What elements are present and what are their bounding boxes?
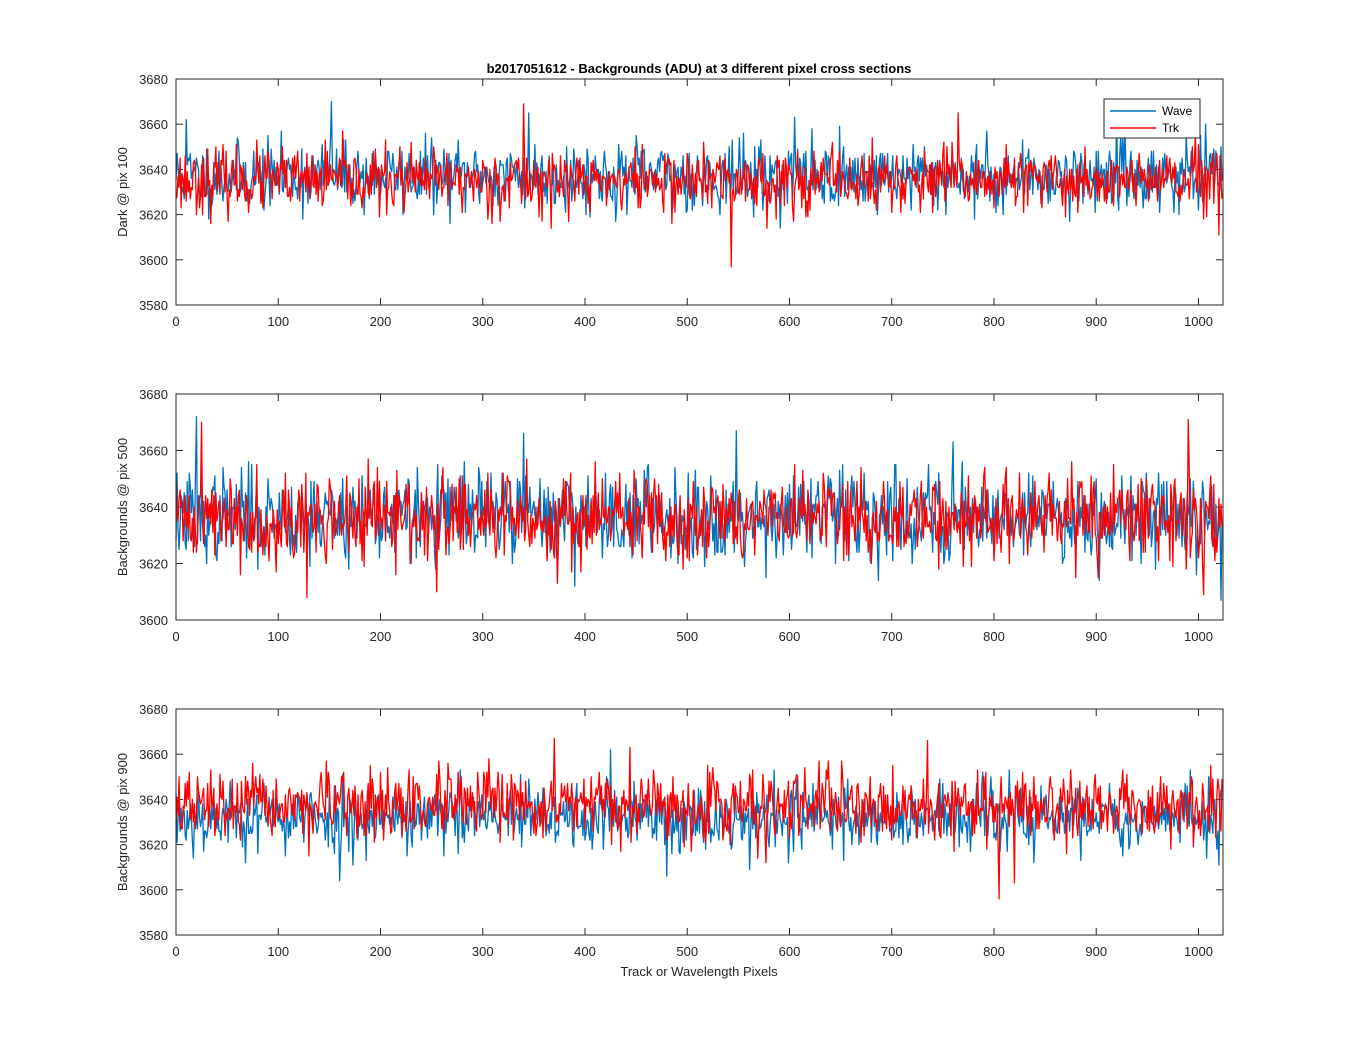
- x-tick-label: 800: [983, 944, 1005, 959]
- series-group: [175, 415, 1223, 601]
- x-tick-label: 0: [172, 314, 179, 329]
- x-tick-label: 0: [172, 629, 179, 644]
- y-tick-label: 3580: [139, 928, 168, 943]
- x-tick-label: 400: [574, 314, 596, 329]
- x-tick-label: 900: [1085, 314, 1107, 329]
- x-tick-label: 600: [779, 629, 801, 644]
- x-tick-label: 300: [472, 629, 494, 644]
- series-line-trk: [175, 737, 1223, 900]
- x-tick-label: 200: [370, 314, 392, 329]
- y-tick-label: 3660: [139, 117, 168, 132]
- x-tick-label: 500: [676, 629, 698, 644]
- y-axis-label: Backgrounds @ pix 900: [115, 753, 130, 891]
- x-tick-label: 700: [881, 944, 903, 959]
- x-tick-label: 700: [881, 314, 903, 329]
- x-tick-label: 1000: [1184, 629, 1213, 644]
- x-tick-label: 100: [267, 314, 289, 329]
- x-tick-label: 400: [574, 629, 596, 644]
- y-tick-label: 3660: [139, 444, 168, 459]
- y-axis-label: Backgrounds @ pix 500: [115, 438, 130, 576]
- series-line-trk: [175, 103, 1223, 268]
- y-tick-label: 3620: [139, 208, 168, 223]
- y-tick-label: 3600: [139, 613, 168, 628]
- x-tick-label: 800: [983, 629, 1005, 644]
- y-tick-label: 3620: [139, 557, 168, 572]
- axes-frame: [175, 393, 1224, 621]
- x-tick-label: 100: [267, 944, 289, 959]
- axes-frame: [175, 708, 1224, 936]
- x-tick-label: 600: [779, 314, 801, 329]
- legend-label-trk: Trk: [1162, 121, 1180, 135]
- y-tick-label: 3680: [139, 702, 168, 717]
- x-tick-label: 600: [779, 944, 801, 959]
- legend[interactable]: Wave Trk: [1103, 98, 1201, 139]
- legend-box: [1103, 98, 1201, 139]
- x-tick-label: 400: [574, 944, 596, 959]
- y-tick-label: 3600: [139, 253, 168, 268]
- y-tick-label: 3600: [139, 883, 168, 898]
- series-line-trk: [175, 418, 1223, 599]
- figure-title: b2017051612 - Backgrounds (ADU) at 3 dif…: [487, 61, 912, 76]
- series-line-wave: [175, 415, 1223, 601]
- y-tick-label: 3680: [139, 387, 168, 402]
- y-tick-label: 3620: [139, 838, 168, 853]
- x-tick-label: 0: [172, 944, 179, 959]
- series-group: [175, 100, 1223, 268]
- y-axis-label: Dark @ pix 100: [115, 147, 130, 237]
- y-tick-label: 3640: [139, 500, 168, 515]
- subplot-dark-pix-100: 0 100 200 300 400 500 600 700 800 900 1000 3580 3600…: [115, 72, 1224, 329]
- x-axis-label: Track or Wavelength Pixels: [620, 964, 778, 979]
- x-tick-label: 300: [472, 314, 494, 329]
- x-tick-label: 1000: [1184, 944, 1213, 959]
- subplot-backgrounds-pix-900: 0 100 200 300 400 500 600 700 800 900 1000 3580 3600…: [115, 702, 1224, 979]
- x-tick-label: 1000: [1184, 314, 1213, 329]
- x-tick-label: 100: [267, 629, 289, 644]
- x-tick-label: 800: [983, 314, 1005, 329]
- legend-label-wave: Wave: [1162, 104, 1193, 118]
- x-tick-label: 900: [1085, 629, 1107, 644]
- axes-frame: [175, 78, 1224, 306]
- subplot-backgrounds-pix-500: 0 100 200 300 400 500 600 700 800 900 1000 3600 3620…: [115, 387, 1224, 644]
- x-tick-label: 200: [370, 629, 392, 644]
- y-tick-label: 3640: [139, 162, 168, 177]
- ticks: 0 100 200 300 400 500 600 700 800 900 1000 3580 3600…: [139, 72, 1223, 329]
- x-tick-label: 500: [676, 314, 698, 329]
- x-tick-label: 900: [1085, 944, 1107, 959]
- y-tick-label: 3580: [139, 298, 168, 313]
- x-tick-label: 700: [881, 629, 903, 644]
- series-group: [175, 737, 1223, 900]
- x-tick-label: 500: [676, 944, 698, 959]
- x-tick-label: 200: [370, 944, 392, 959]
- y-tick-label: 3680: [139, 72, 168, 87]
- y-tick-label: 3660: [139, 747, 168, 762]
- y-tick-label: 3640: [139, 792, 168, 807]
- x-tick-label: 300: [472, 944, 494, 959]
